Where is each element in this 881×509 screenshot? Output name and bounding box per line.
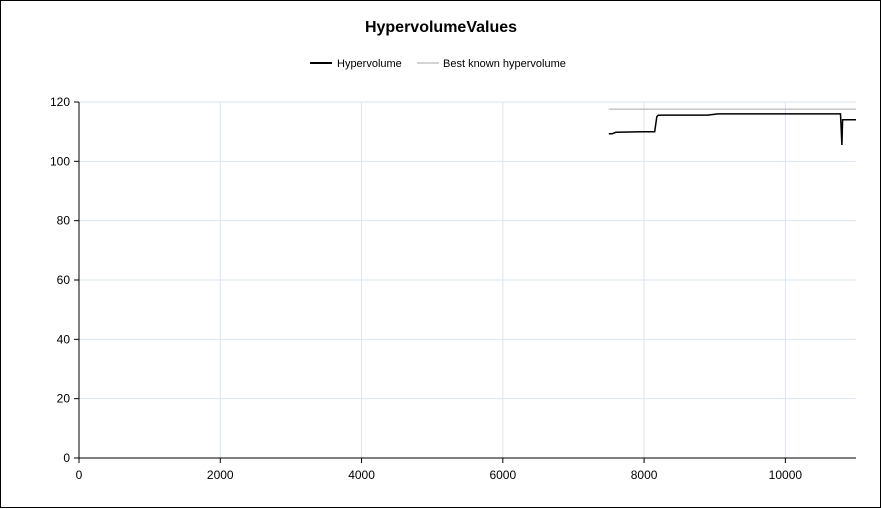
x-tick-label: 2000: [207, 468, 234, 482]
x-tick-label: 0: [76, 468, 83, 482]
y-tick-label: 20: [57, 392, 71, 406]
legend-label-hypervolume: Hypervolume: [337, 58, 402, 70]
series-layer: [608, 108, 856, 146]
x-tick-label: 4000: [348, 468, 375, 482]
legend: Hypervolume Best known hypervolume: [310, 58, 566, 70]
y-tick-label: 0: [63, 451, 70, 465]
gridlines: [79, 101, 856, 458]
y-tick-label: 80: [57, 214, 71, 228]
y-tick-label: 120: [50, 95, 70, 109]
axes: [74, 101, 856, 463]
x-tick-label: 10000: [769, 468, 803, 482]
y-tick-label: 40: [57, 332, 71, 346]
y-tick-label: 60: [57, 273, 71, 287]
x-tick-label: 6000: [489, 468, 516, 482]
y-tick-labels: 0 20 40 60 80 100 120: [50, 95, 70, 465]
x-tick-labels: 0 2000 4000 6000 8000 10000: [76, 468, 803, 482]
x-tick-label: 8000: [631, 468, 658, 482]
y-tick-label: 100: [50, 154, 70, 168]
chart-title: HypervolumeValues: [365, 19, 517, 36]
series-line-hypervolume: [608, 113, 856, 146]
legend-label-best-known: Best known hypervolume: [443, 58, 566, 70]
